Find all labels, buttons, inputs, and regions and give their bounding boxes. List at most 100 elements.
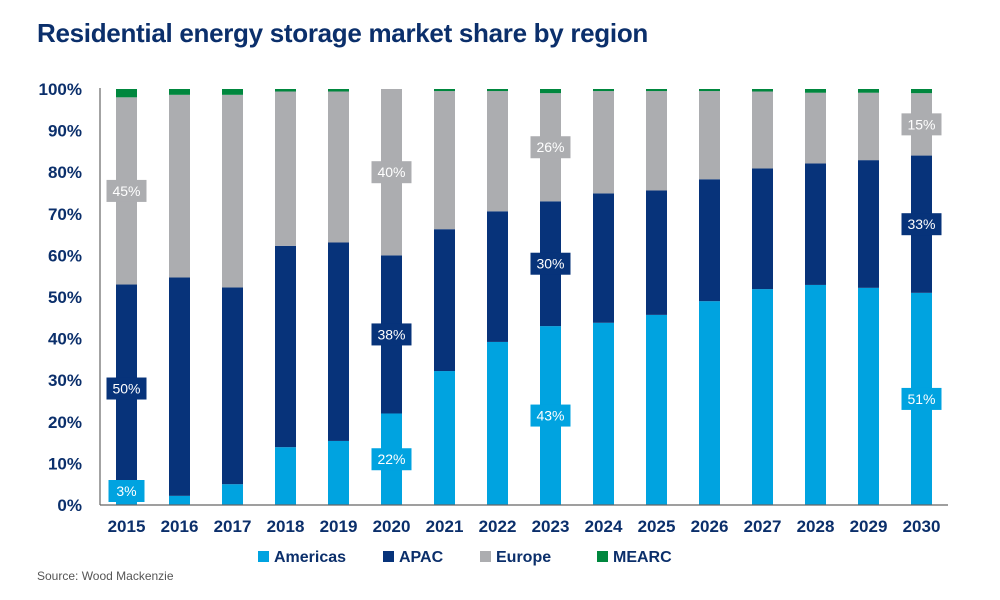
x-tick-label: 2030 [903,517,941,536]
bar-segment-apac-2019 [328,242,349,441]
y-tick-label: 80% [48,163,82,182]
bar-segment-apac-2026 [699,179,720,302]
bar-segment-europe-2022 [487,91,508,212]
bar-segment-mearc-2024 [593,89,614,92]
data-label-box [530,252,571,275]
y-tick-label: 10% [48,454,82,473]
bar-segment-americas-2021 [434,371,455,505]
x-tick-label: 2022 [479,517,517,536]
x-tick-label: 2028 [797,517,835,536]
bar-segment-mearc-2017 [222,89,243,95]
x-tick-label: 2026 [691,517,729,536]
data-label-box [371,323,412,346]
data-label-americas-2015: 3% [116,483,136,499]
bar-segment-europe-2024 [593,91,614,194]
x-tick-label: 2027 [744,517,782,536]
x-tick-label: 2015 [108,517,146,536]
bar-segment-mearc-2027 [752,89,773,92]
x-tick-label: 2021 [426,517,464,536]
bar-segment-mearc-2021 [434,89,455,92]
legend-label-apac: APAC [399,549,444,566]
data-label-europe-2015: 45% [112,183,140,199]
data-label-box [106,377,147,400]
bar-segment-mearc-2019 [328,89,349,92]
bar-segment-americas-2018 [275,447,296,505]
bar-segment-apac-2017 [222,287,243,485]
data-label-europe-2020: 40% [377,164,405,180]
data-label-box [901,387,942,410]
x-tick-label: 2016 [161,517,199,536]
bar-segment-americas-2019 [328,440,349,505]
legend-swatch-europe [480,551,491,562]
bar-segment-americas-2029 [858,287,879,505]
data-label-box [530,404,571,427]
bar-segment-americas-2024 [593,322,614,505]
bar-segment-mearc-2025 [646,89,667,92]
data-label-americas-2030: 51% [907,391,935,407]
legend-swatch-apac [383,551,394,562]
bar-segment-mearc-2023 [540,89,561,94]
y-tick-label: 0% [57,496,82,515]
y-tick-label: 50% [48,288,82,307]
bar-segment-mearc-2026 [699,89,720,92]
y-tick-label: 30% [48,371,82,390]
bar-segment-mearc-2028 [805,89,826,93]
bar-segment-mearc-2029 [858,89,879,93]
data-label-box [371,161,412,184]
x-tick-label: 2020 [373,517,411,536]
data-label-apac-2030: 33% [907,216,935,232]
bar-segment-apac-2024 [593,193,614,323]
bar-segment-apac-2028 [805,163,826,285]
x-tick-label: 2024 [585,517,623,536]
bar-segment-apac-2029 [858,160,879,288]
data-label-box [106,179,147,202]
x-tick-label: 2029 [850,517,888,536]
bar-segment-americas-2017 [222,484,243,505]
bar-segment-mearc-2016 [169,89,190,95]
bar-segment-americas-2016 [169,495,190,505]
y-tick-label: 70% [48,205,82,224]
legend-swatch-americas [258,551,269,562]
x-tick-label: 2023 [532,517,570,536]
y-tick-label: 100% [39,80,82,99]
bar-segment-apac-2021 [434,229,455,372]
y-tick-label: 60% [48,246,82,265]
x-tick-label: 2017 [214,517,252,536]
data-label-americas-2023: 43% [536,408,564,424]
data-label-europe-2023: 26% [536,139,564,155]
bar-segment-europe-2018 [275,91,296,246]
bar-segment-apac-2016 [169,277,190,496]
legend-swatch-mearc [597,551,608,562]
legend-label-mearc: MEARC [613,549,672,566]
source-note: Source: Wood Mackenzie [37,569,174,583]
legend-label-europe: Europe [496,549,551,566]
x-tick-label: 2018 [267,517,305,536]
bar-segment-mearc-2018 [275,89,296,92]
bar-segment-mearc-2015 [116,89,137,98]
data-label-box [108,480,145,502]
bar-segment-europe-2017 [222,94,243,288]
bar-segment-europe-2026 [699,91,720,180]
data-label-box [901,113,942,136]
bar-segment-europe-2016 [169,94,190,278]
data-label-box [530,136,571,159]
y-tick-label: 90% [48,122,82,141]
bar-segment-americas-2025 [646,314,667,505]
bar-segment-americas-2026 [699,301,720,505]
data-label-americas-2020: 22% [377,451,405,467]
bar-segment-europe-2021 [434,91,455,230]
data-label-apac-2015: 50% [112,381,140,397]
y-tick-label: 40% [48,330,82,349]
data-label-apac-2023: 30% [536,256,564,272]
x-tick-label: 2025 [638,517,676,536]
bar-segment-europe-2027 [752,91,773,169]
bar-segment-europe-2025 [646,91,667,191]
data-label-box [901,213,942,236]
bar-segment-europe-2028 [805,92,826,164]
bar-segment-apac-2027 [752,168,773,290]
bar-segment-americas-2028 [805,284,826,505]
bar-segment-europe-2029 [858,92,879,161]
data-label-box [371,448,412,471]
data-label-apac-2020: 38% [377,326,405,342]
